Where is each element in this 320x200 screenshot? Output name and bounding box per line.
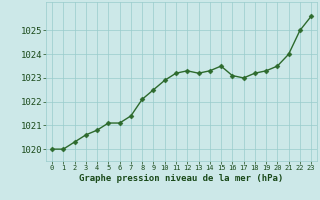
X-axis label: Graphe pression niveau de la mer (hPa): Graphe pression niveau de la mer (hPa) [79, 174, 284, 183]
